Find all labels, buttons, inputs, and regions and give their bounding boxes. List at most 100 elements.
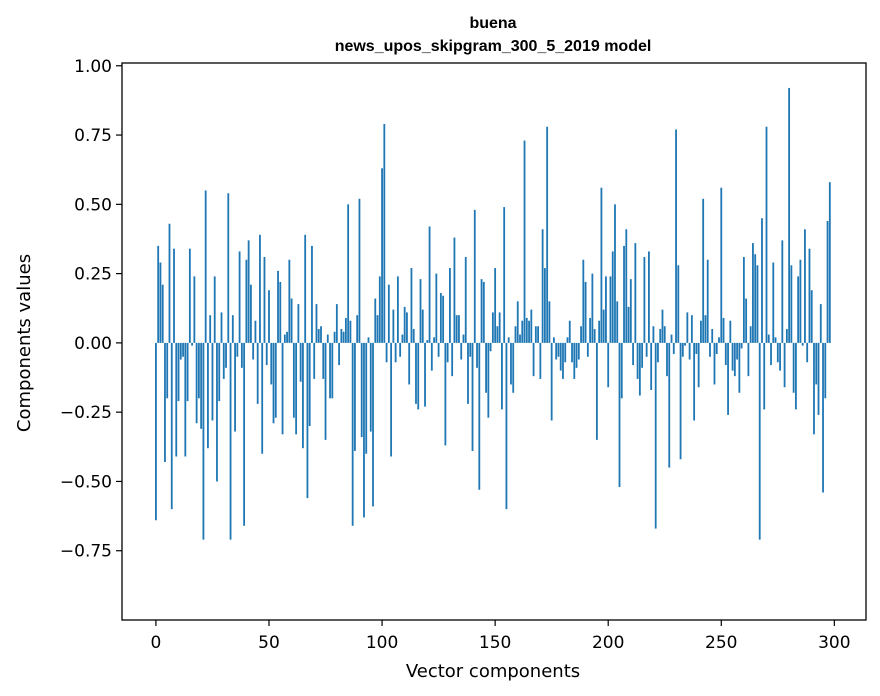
bar-218 (648, 251, 650, 343)
bar-284 (797, 276, 800, 343)
bar-297 (826, 220, 829, 343)
bar-260 (742, 256, 745, 343)
bar-272 (770, 342, 772, 366)
bar-281 (790, 265, 793, 343)
bar-261 (745, 298, 748, 343)
bar-139 (469, 342, 472, 357)
bar-128 (444, 342, 447, 446)
bar-143 (478, 342, 481, 490)
bar-278 (783, 342, 786, 388)
bar-233 (681, 342, 684, 357)
bar-42 (250, 284, 252, 343)
bar-219 (650, 342, 653, 390)
bar-183 (568, 320, 571, 343)
bar-118 (421, 309, 424, 343)
bar-184 (571, 342, 573, 363)
bar-70 (313, 342, 316, 379)
bar-13 (184, 342, 187, 457)
bar-161 (519, 334, 521, 343)
bar-172 (543, 268, 546, 343)
bar-146 (485, 342, 487, 393)
bar-173 (546, 126, 549, 343)
bar-199 (605, 276, 607, 343)
bar-212 (634, 243, 637, 343)
bar-47 (261, 342, 264, 454)
bar-134 (458, 315, 460, 343)
bar-38 (240, 342, 243, 368)
bar-250 (720, 187, 723, 343)
bar-48 (263, 256, 266, 343)
bar-28 (218, 342, 221, 402)
bar-76 (326, 334, 329, 343)
bar-23 (207, 342, 209, 449)
bar-148 (489, 342, 492, 352)
bar-109 (401, 334, 404, 343)
bar-73 (320, 326, 322, 343)
bar-22 (204, 190, 207, 343)
bar-181 (564, 342, 567, 363)
bar-124 (435, 273, 438, 343)
bar-86 (349, 320, 352, 343)
bar-74 (322, 342, 325, 379)
bar-164 (525, 317, 528, 343)
bar-99 (378, 276, 381, 343)
bar-20 (200, 342, 203, 429)
bar-185 (573, 342, 576, 379)
chart-subtitle: news_upos_skipgram_300_5_2019 model (335, 38, 652, 55)
bar-174 (548, 301, 551, 343)
bar-168 (534, 326, 537, 343)
bar-97 (374, 298, 377, 343)
chart-title: buena (469, 15, 516, 32)
bar-153 (501, 342, 503, 410)
bar-230 (675, 129, 677, 343)
bar-226 (666, 342, 668, 377)
bar-6 (168, 223, 171, 343)
bar-195 (595, 342, 598, 440)
bar-171 (541, 229, 544, 343)
bar-220 (652, 326, 655, 343)
bar-274 (774, 337, 777, 343)
bar-242 (702, 198, 705, 343)
y-tick-label: −0.75 (60, 542, 112, 562)
bar-19 (197, 342, 200, 399)
bar-189 (582, 259, 585, 343)
bar-165 (528, 320, 530, 343)
bar-243 (704, 315, 707, 343)
bar-193 (591, 273, 594, 343)
bar-142 (476, 342, 478, 368)
bar-246 (711, 329, 714, 343)
bar-255 (731, 342, 734, 371)
bar-268 (761, 218, 763, 343)
bar-160 (516, 301, 519, 343)
bar-180 (562, 342, 564, 379)
bar-270 (765, 126, 768, 343)
bar-82 (340, 329, 343, 343)
bar-30 (222, 342, 225, 379)
y-tick-label: 1.00 (74, 57, 112, 77)
bar-103 (387, 284, 390, 343)
bar-275 (776, 342, 779, 363)
bar-249 (718, 337, 720, 343)
bar-236 (688, 342, 691, 360)
bar-247 (713, 342, 716, 385)
bar-178 (557, 342, 560, 357)
bar-100 (381, 168, 383, 343)
bar-119 (424, 342, 426, 407)
bar-114 (412, 329, 415, 343)
bar-117 (419, 279, 422, 343)
y-axis-label: Components values (14, 254, 35, 432)
bar-39 (243, 342, 246, 526)
bar-245 (709, 342, 711, 357)
bar-198 (602, 309, 605, 343)
bar-2 (159, 262, 162, 343)
y-tick-label: 0.50 (74, 195, 112, 215)
bar-191 (586, 342, 589, 357)
bar-201 (609, 276, 612, 343)
bar-170 (539, 342, 542, 379)
bar-248 (715, 342, 718, 354)
bar-45 (256, 342, 259, 404)
bar-112 (408, 342, 411, 385)
bar-216 (643, 256, 646, 343)
bar-182 (566, 337, 569, 343)
bar-257 (736, 342, 739, 360)
